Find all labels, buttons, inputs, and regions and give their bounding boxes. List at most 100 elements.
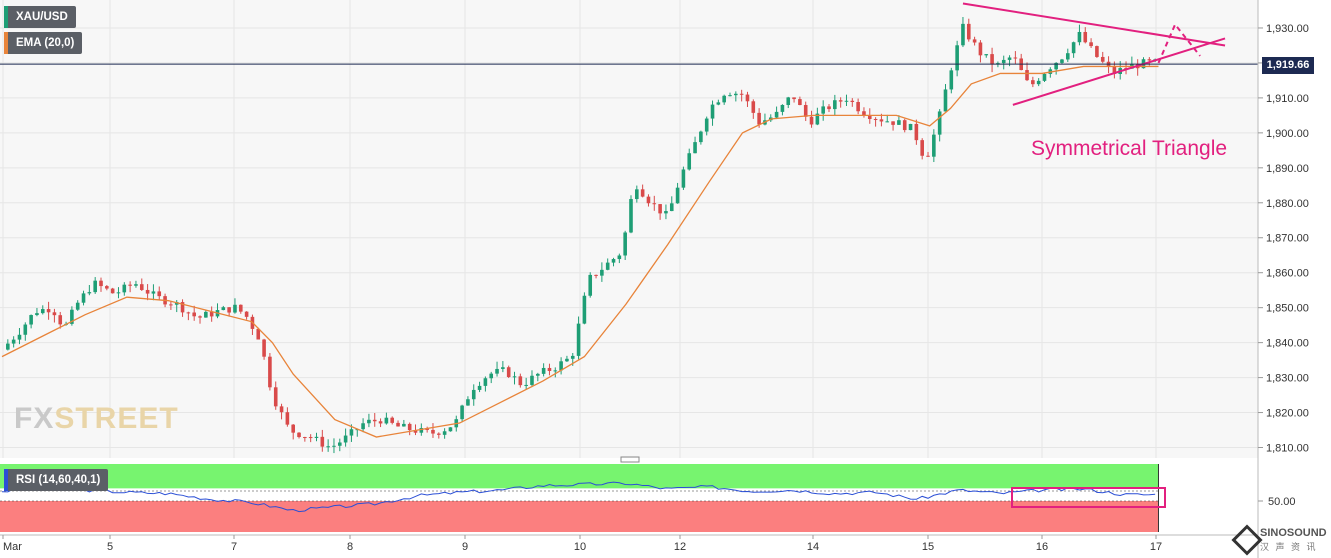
time-axis: Mar 5 7 8 9 10 12 14 15 16 17: [0, 534, 1258, 553]
candle-body-162: [949, 70, 954, 90]
candle-body-12: [75, 302, 80, 310]
candle-body-155: [908, 123, 913, 131]
candle-body-18: [110, 288, 115, 294]
candle-body-176: [1031, 80, 1035, 85]
time-tick-label-0: Mar: [3, 541, 22, 553]
candle-body-190: [1112, 66, 1117, 74]
candle-body-57: [337, 442, 342, 446]
candle-body-117: [687, 153, 692, 170]
candle-body-163: [955, 45, 959, 71]
candle-body-24: [145, 289, 150, 294]
candle-body-167: [978, 42, 983, 56]
logo-street: STREET: [54, 402, 179, 435]
candle-body-165: [966, 23, 971, 40]
candle-body-13: [81, 293, 86, 303]
candle-body-23: [139, 284, 144, 290]
candle-body-32: [192, 312, 196, 317]
time-tick-label-10: 17: [1150, 541, 1162, 553]
candle-body-160: [937, 111, 942, 135]
candlestick-series: [6, 17, 1157, 454]
diamond-icon: [1231, 524, 1263, 556]
candle-body-154: [902, 120, 907, 131]
candle-body-49: [291, 424, 295, 433]
triangle-projection: [1157, 22, 1201, 64]
candle-body-3: [23, 324, 28, 335]
candle-body-92: [541, 367, 546, 374]
candle-body-169: [990, 54, 994, 65]
candle-body-110: [646, 196, 651, 204]
candle-body-129: [757, 112, 761, 125]
candle-body-148: [867, 115, 872, 120]
candle-body-86: [506, 367, 511, 378]
candle-body-97: [570, 355, 575, 359]
candle-body-125: [734, 93, 738, 96]
candle-body-166: [972, 39, 977, 43]
candle-body-172: [1007, 57, 1012, 60]
candle-body-14: [87, 292, 92, 294]
candle-body-75: [442, 431, 447, 435]
candle-body-100: [588, 274, 593, 296]
candle-body-171: [1001, 59, 1006, 64]
candle-body-0: [6, 343, 10, 350]
time-tick-label-8: 15: [922, 541, 934, 553]
candle-body-47: [279, 406, 284, 413]
candle-body-153: [897, 120, 901, 125]
candle-body-142: [833, 100, 837, 110]
main-panel-background: [0, 0, 1258, 458]
candle-body-144: [844, 100, 849, 102]
candle-body-11: [70, 309, 74, 324]
candle-body-50: [297, 432, 301, 438]
candle-body-164: [961, 23, 965, 46]
candle-body-64: [378, 421, 383, 424]
panel-splitter-handle[interactable]: [620, 456, 640, 463]
candle-body-113: [664, 211, 668, 214]
candle-body-119: [699, 131, 703, 143]
candle-body-173: [1013, 57, 1018, 59]
rsi-line-group: [1, 481, 1156, 513]
sinosound-watermark: SINOSOUND 汉 声 资 讯: [1231, 524, 1328, 556]
candle-body-118: [693, 142, 697, 154]
time-tick-label-1: 5: [107, 541, 113, 553]
candle-body-41: [244, 311, 249, 317]
candle-body-147: [862, 111, 866, 116]
candle-body-196: [1147, 59, 1152, 61]
candle-body-124: [728, 95, 732, 97]
candle-body-108: [635, 189, 639, 200]
candle-body-98: [576, 323, 581, 356]
candle-body-20: [122, 284, 127, 293]
candle-body-181: [1060, 59, 1064, 63]
candle-body-137: [803, 105, 808, 117]
candle-body-149: [873, 119, 878, 121]
candle-body-115: [675, 187, 680, 204]
candle-body-134: [786, 97, 791, 105]
candle-body-152: [891, 121, 895, 125]
candle-body-44: [262, 339, 266, 357]
candle-body-122: [716, 102, 721, 105]
candle-body-139: [815, 113, 820, 125]
candle-body-19: [116, 292, 121, 294]
instrument-swatch: [4, 6, 8, 28]
candle-body-66: [390, 417, 395, 423]
ema-legend[interactable]: EMA (20,0): [4, 32, 83, 54]
price-tick-label-3: 1,900.00: [1266, 128, 1309, 140]
candle-body-25: [151, 291, 156, 294]
price-tick-label-9: 1,840.00: [1266, 338, 1309, 350]
price-tick-label-2: 1,910.00: [1266, 93, 1309, 105]
rsi-upper-zone: [0, 464, 1159, 489]
candle-body-40: [238, 304, 243, 312]
instrument-label: XAU/USD: [16, 11, 68, 23]
candle-body-87: [512, 376, 517, 378]
candle-body-58: [343, 435, 348, 443]
candle-body-2: [17, 334, 22, 340]
rsi-swatch: [4, 469, 8, 491]
candle-body-133: [780, 104, 785, 112]
candle-body-168: [984, 54, 989, 56]
candle-body-9: [58, 315, 63, 325]
rsi-legend[interactable]: RSI (14,60,40,1): [4, 469, 109, 491]
candle-body-105: [617, 255, 622, 260]
price-tick-label-7: 1,860.00: [1266, 268, 1309, 280]
candle-body-178: [1042, 73, 1047, 81]
instrument-legend[interactable]: XAU/USD: [4, 6, 76, 28]
candle-body-59: [349, 429, 354, 436]
price-tick-label-10: 1,830.00: [1266, 373, 1309, 385]
